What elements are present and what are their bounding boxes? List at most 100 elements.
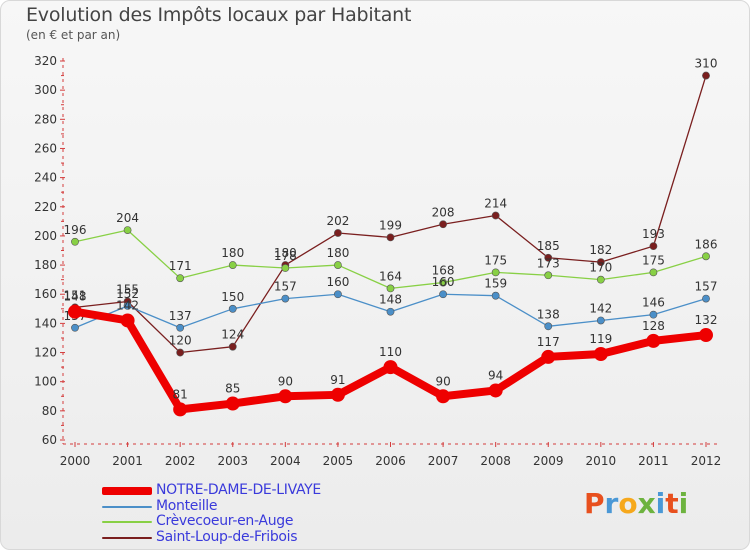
data-label: 137 <box>169 309 192 323</box>
legend-swatch <box>102 536 152 539</box>
data-label: 128 <box>642 319 665 333</box>
data-point <box>228 304 237 313</box>
data-point <box>491 268 500 277</box>
x-tick-label: 2012 <box>691 454 722 468</box>
data-point <box>544 322 553 331</box>
data-label: 185 <box>537 239 560 253</box>
x-tick-label: 2011 <box>638 454 669 468</box>
data-point <box>596 258 605 267</box>
legend-label: Monteille <box>156 497 218 514</box>
data-point <box>491 211 500 220</box>
data-label: 310 <box>695 57 718 71</box>
data-label: 168 <box>432 264 455 278</box>
data-label: 138 <box>537 307 560 321</box>
data-point <box>281 294 290 303</box>
x-tick-label: 2008 <box>480 454 511 468</box>
data-label: 148 <box>379 293 402 307</box>
data-label: 204 <box>116 211 139 225</box>
legend-label: Saint-Loup-de-Fribois <box>156 528 298 545</box>
y-tick-label: 140 <box>34 316 57 330</box>
data-label: 186 <box>695 237 718 251</box>
y-tick-label: 280 <box>34 112 57 126</box>
data-point <box>596 316 605 325</box>
logo-letter: r <box>604 487 619 520</box>
data-label: 81 <box>173 387 188 401</box>
data-label: 117 <box>537 335 560 349</box>
x-tick-label: 2010 <box>586 454 617 468</box>
data-point <box>123 226 132 234</box>
x-tick-label: 2003 <box>217 454 248 468</box>
data-label: 178 <box>274 249 297 263</box>
data-point <box>173 402 188 417</box>
data-point <box>649 268 658 277</box>
data-label: 208 <box>432 205 455 219</box>
data-point <box>334 261 342 269</box>
data-label: 175 <box>642 253 665 267</box>
data-point <box>488 383 503 398</box>
y-tick-label: 220 <box>34 200 57 214</box>
data-label: 157 <box>695 280 718 294</box>
proxiti-logo: Proxiti <box>584 487 688 520</box>
legend-label: Crèvecoeur-en-Auge <box>156 513 294 529</box>
data-point <box>176 274 185 283</box>
data-point <box>68 304 82 319</box>
data-point <box>383 360 398 375</box>
legend-swatch <box>102 521 152 523</box>
data-label: 94 <box>488 368 503 382</box>
data-label: 170 <box>589 261 612 275</box>
x-tick-label: 2001 <box>112 454 143 468</box>
data-point <box>541 349 556 364</box>
logo-letter: o <box>618 487 638 520</box>
data-point <box>702 252 710 261</box>
logo-letter: P <box>584 487 605 520</box>
x-tick-label: 2005 <box>323 454 354 468</box>
data-point <box>593 346 608 361</box>
data-point <box>281 264 290 272</box>
data-point <box>386 233 395 242</box>
x-tick-label: 2006 <box>375 454 406 468</box>
legend-swatch <box>102 505 152 508</box>
x-tick-label: 2000 <box>60 454 91 468</box>
data-point <box>699 328 713 343</box>
data-point <box>228 342 237 351</box>
data-point <box>334 290 342 299</box>
data-point <box>71 323 79 332</box>
data-point <box>544 253 553 262</box>
data-point <box>439 220 447 229</box>
data-label: 175 <box>484 253 507 267</box>
data-label: 193 <box>642 227 665 241</box>
data-label: 199 <box>379 218 402 232</box>
logo-letter: i <box>655 487 666 520</box>
legend-label: NOTRE-DAME-DE-LIVAYE <box>156 482 321 498</box>
logo-letter: i <box>678 487 689 520</box>
data-point <box>176 323 185 332</box>
data-point <box>544 271 553 280</box>
y-tick-label: 160 <box>34 287 57 301</box>
data-label: 180 <box>221 246 244 260</box>
data-label: 90 <box>278 374 293 388</box>
data-label: 151 <box>64 288 87 302</box>
data-point <box>123 301 132 310</box>
data-point <box>646 333 661 348</box>
data-label: 182 <box>589 243 612 257</box>
data-point <box>596 275 605 284</box>
y-tick-label: 300 <box>34 83 57 97</box>
y-tick-label: 180 <box>34 258 57 272</box>
y-tick-label: 240 <box>34 171 57 185</box>
data-point <box>702 294 710 303</box>
data-point <box>649 310 658 319</box>
data-label: 202 <box>326 214 349 228</box>
data-point <box>649 242 658 251</box>
x-tick-label: 2002 <box>165 454 196 468</box>
data-label: 124 <box>221 328 244 342</box>
data-label: 152 <box>116 287 139 301</box>
y-tick-label: 60 <box>42 433 57 447</box>
data-point <box>225 396 240 411</box>
data-point <box>436 389 451 404</box>
data-point <box>278 389 293 404</box>
data-point <box>228 261 237 269</box>
data-label: 160 <box>432 275 455 289</box>
data-label: 119 <box>589 332 612 346</box>
